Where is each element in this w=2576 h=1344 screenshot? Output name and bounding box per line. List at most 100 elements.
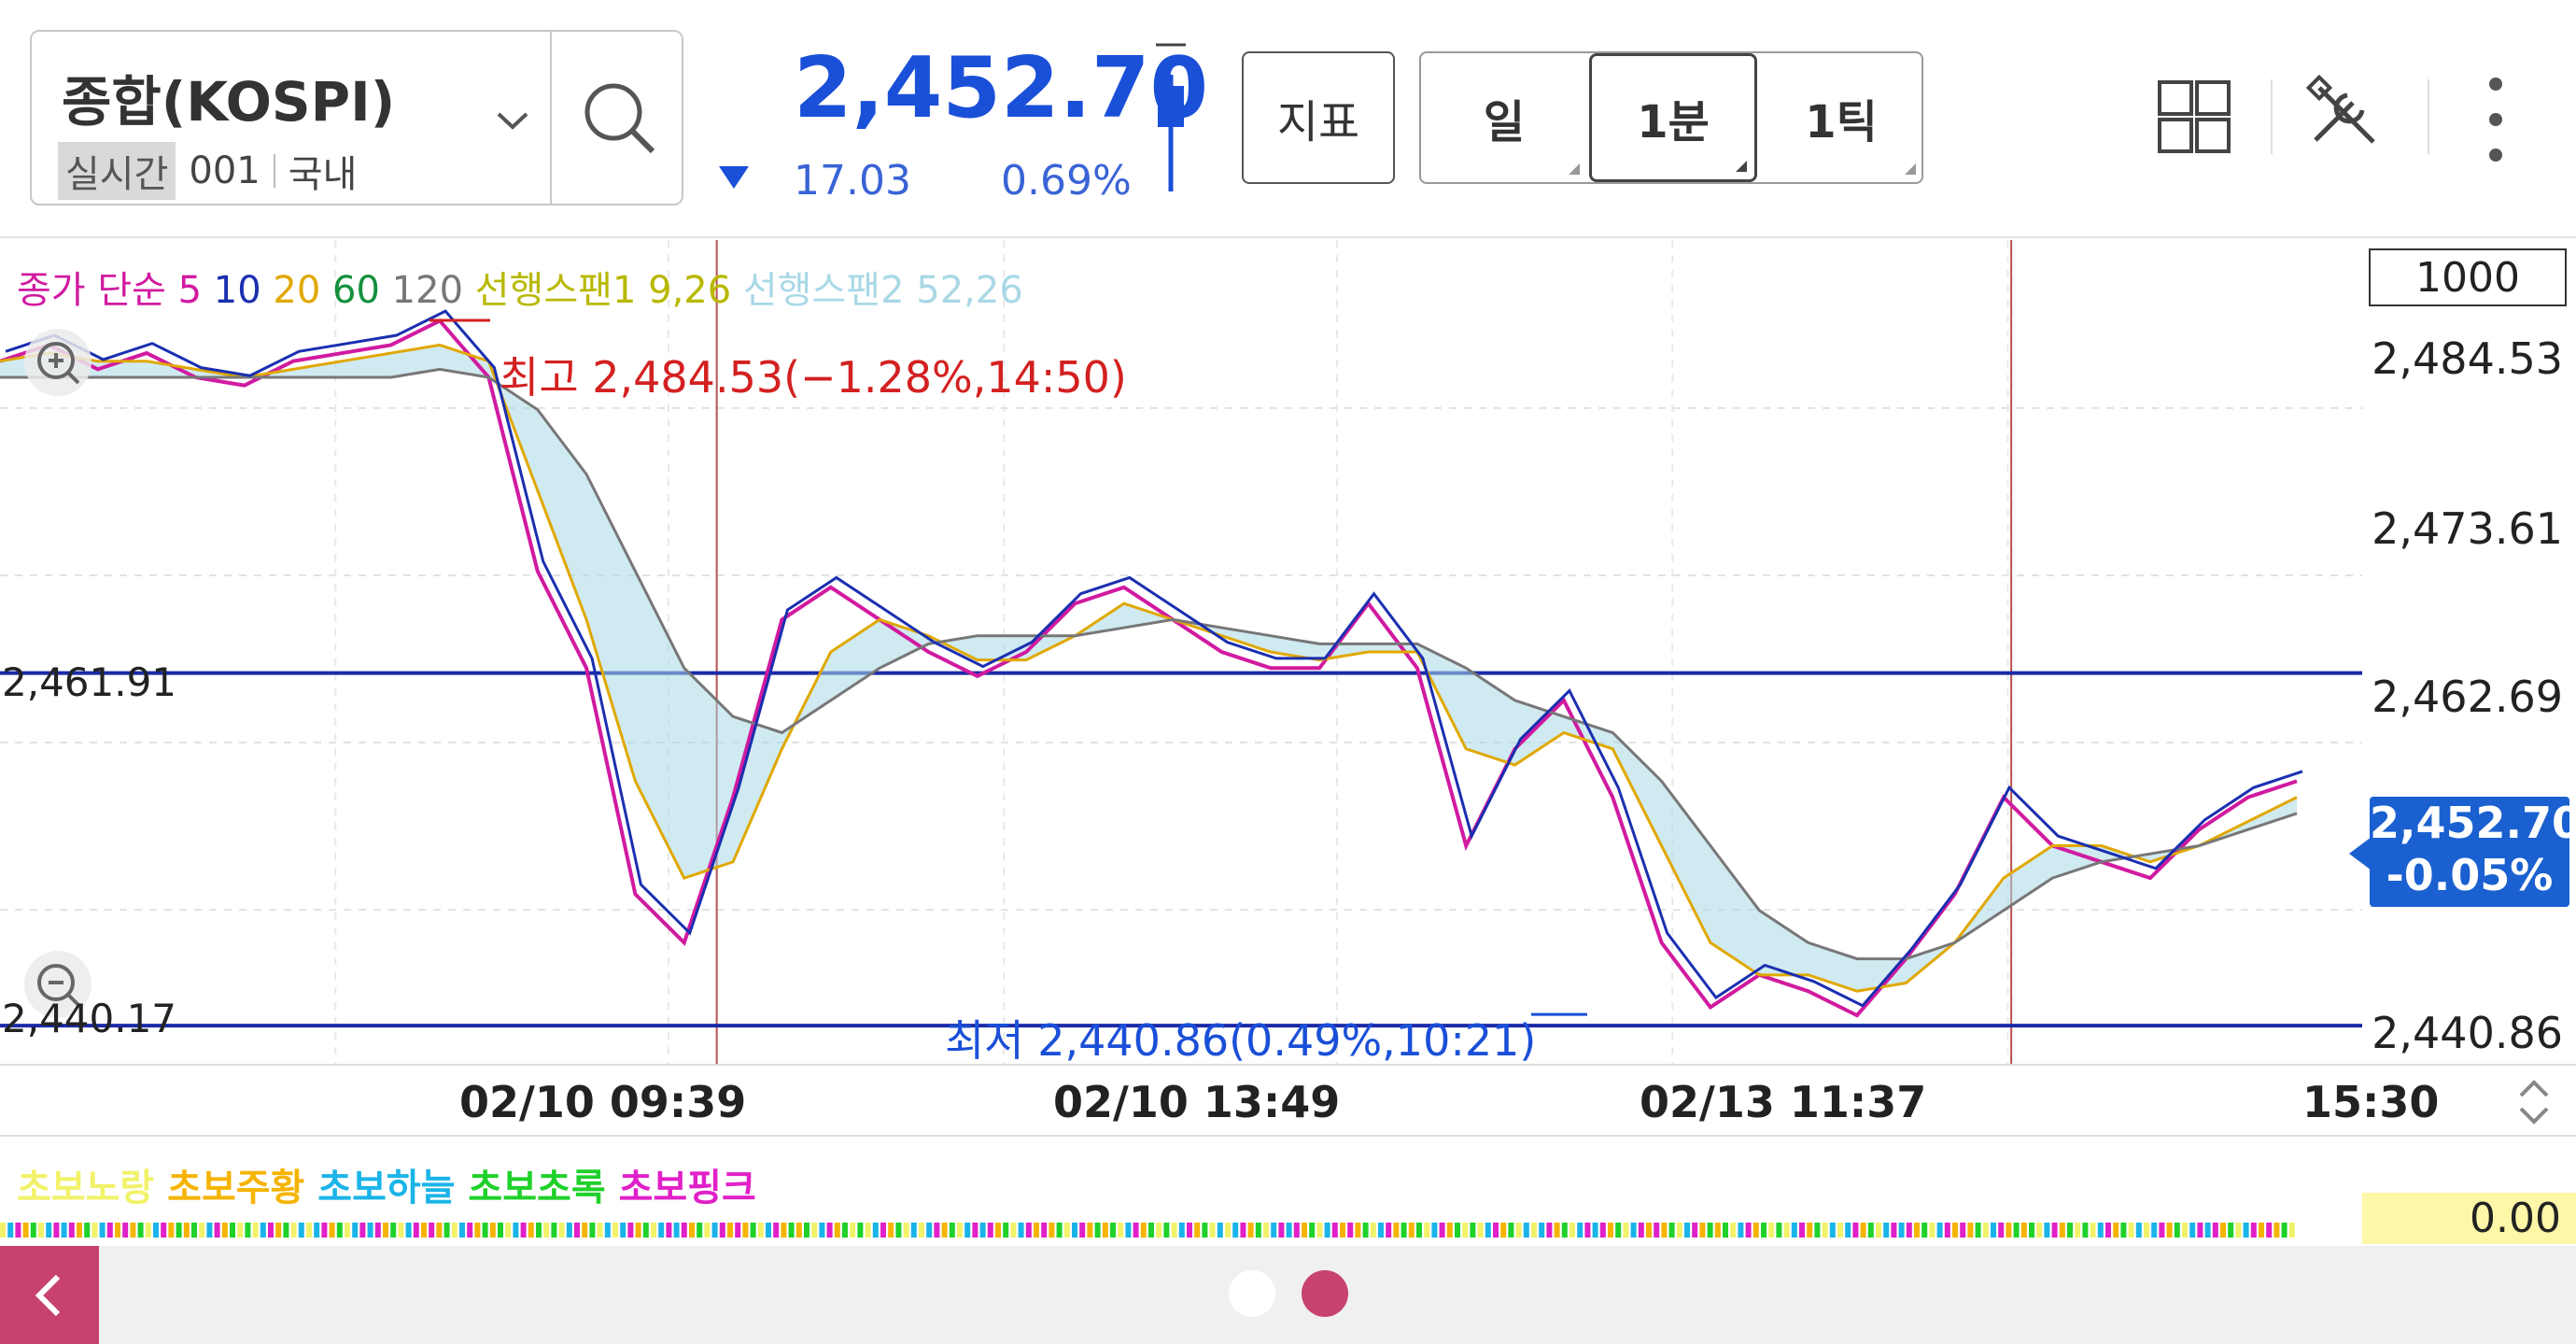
sub-indicator-bar [1240, 1223, 1246, 1238]
sub-indicator-bar [1439, 1223, 1445, 1238]
sub-indicator-bar [68, 1223, 75, 1238]
sub-indicator-bar [727, 1223, 733, 1238]
price-chart[interactable] [0, 240, 2362, 1064]
sub-indicator-bar [1615, 1223, 1622, 1238]
sub-indicator-bar [2259, 1223, 2264, 1238]
sub-indicator-bar [1515, 1223, 1522, 1238]
sub-indicator-bar [1331, 1223, 1338, 1238]
sub-indicator-bar [1852, 1223, 1859, 1238]
scale-value-box[interactable]: 1000 [2369, 248, 2567, 306]
sub-indicator-bar [130, 1223, 136, 1238]
divider [2271, 79, 2273, 154]
sub-indicator-bar [1194, 1223, 1201, 1238]
sub-indicator-bar [1362, 1223, 1369, 1238]
footer-bar [0, 1246, 2576, 1344]
layout-grid-icon[interactable] [2157, 79, 2231, 154]
sub-indicator-bar [53, 1223, 60, 1238]
sub-indicator-panel[interactable]: 초보노랑 초보주황 초보하늘 초보초록 초보핑크 0.00 [0, 1137, 2576, 1246]
sub-indicator-bar [1554, 1223, 1560, 1238]
sub-indicator-bar [1163, 1223, 1170, 1238]
sub-indicator-bar [1654, 1223, 1660, 1238]
sub-indicator-bar [735, 1223, 741, 1238]
time-axis[interactable]: 02/10 09:39 02/10 13:49 02/13 11:37 15:3… [0, 1064, 2576, 1137]
search-button[interactable] [550, 32, 683, 204]
sub-indicator-bar [91, 1223, 98, 1238]
sub-indicator-bar [880, 1223, 886, 1238]
sub-indicator-bar [230, 1223, 235, 1238]
sub-indicator-bar [2250, 1223, 2257, 1238]
sub-indicator-bar [1982, 1223, 1989, 1238]
sub-indicator-bar [451, 1223, 457, 1238]
sub-indicator-bar [237, 1223, 244, 1238]
sub-indicator-legend: 초보노랑 초보주황 초보하늘 초보초록 초보핑크 [17, 1157, 756, 1211]
tools-icon[interactable] [2306, 75, 2383, 151]
sub-indicator-bar [283, 1223, 289, 1238]
sub-indicator-bar [260, 1223, 266, 1238]
sub-indicator-bar [1424, 1223, 1430, 1238]
sub-indicator-bar [1286, 1223, 1292, 1238]
sub-indicator-bar [359, 1223, 366, 1238]
period-selector: 일 1분 1틱 [1419, 51, 1923, 184]
x-tick-label: 02/13 11:37 [1640, 1077, 1927, 1127]
price-axis[interactable]: 2,484.53 2,473.61 2,462.69 2,440.86 [2362, 240, 2576, 1064]
chart-legend: 종가 단순 5 10 20 60 120 선행스팬1 9,26 선행스팬2 52… [17, 260, 1023, 314]
sub-indicator-bar [199, 1223, 205, 1238]
sub-indicator-bar [1791, 1223, 1797, 1238]
sub-indicator-bar [2090, 1223, 2096, 1238]
sub-indicator-bar [46, 1223, 52, 1238]
sub-indicator-bar [1707, 1223, 1713, 1238]
zoom-out-button[interactable] [24, 951, 91, 1018]
more-vertical-icon[interactable] [2482, 73, 2510, 166]
period-1min-button[interactable]: 1분 [1589, 53, 1757, 182]
sub-indicator-bar [1094, 1223, 1101, 1238]
y-tick-label: 2,484.53 [2372, 333, 2563, 384]
sub-indicator-bar [2051, 1223, 2058, 1238]
sub-indicator-bar [589, 1223, 596, 1238]
chevron-down-icon[interactable] [489, 97, 536, 144]
sub-indicator-bar [1906, 1223, 1912, 1238]
sub-indicator-bar [1302, 1223, 1307, 1238]
sub-indicator-bars [0, 1223, 2295, 1238]
sub-indicator-bar [2220, 1223, 2226, 1238]
sub-indicator-bar [421, 1223, 427, 1238]
sub-indicator-bar [38, 1223, 44, 1238]
sub-indicator-bar [1730, 1223, 1737, 1238]
sub-indicator-bar [1018, 1223, 1024, 1238]
page-dot[interactable] [1229, 1270, 1275, 1317]
search-icon [584, 83, 655, 154]
sub-indicator-bar [804, 1223, 809, 1238]
symbol-selector[interactable]: 종합(KOSPI) 실시간 001 국내 [30, 30, 683, 205]
sub-indicator-bar [2105, 1223, 2111, 1238]
sub-indicator-bar [1975, 1223, 1981, 1238]
legend-ma-10: 10 [202, 269, 261, 312]
sub-indicator-bar [137, 1223, 144, 1238]
divider [2428, 79, 2429, 154]
sub-indicator-bar [1493, 1223, 1499, 1238]
sub-indicator-bar [482, 1223, 488, 1238]
sub-indicator-bar [704, 1223, 711, 1238]
sub-indicator-bar [1178, 1223, 1185, 1238]
page-dot-active[interactable] [1302, 1270, 1348, 1317]
back-button[interactable] [0, 1246, 99, 1344]
sub-indicator-bar [1010, 1223, 1017, 1238]
period-1tick-button[interactable]: 1틱 [1759, 53, 1923, 182]
sub-indicator-bar [1079, 1223, 1086, 1238]
x-tick-label: 02/10 13:49 [1053, 1077, 1341, 1127]
sub-indicator-bar [642, 1223, 649, 1238]
sub-legend-item: 초보주황 [167, 1167, 318, 1210]
sub-indicator-bar [919, 1223, 924, 1238]
sub-indicator-bar [221, 1223, 228, 1238]
sub-indicator-bar [1753, 1223, 1759, 1238]
sub-indicator-bar [84, 1223, 91, 1238]
zoom-in-button[interactable] [24, 329, 91, 396]
sub-indicator-bar [834, 1223, 840, 1238]
sub-indicator-bar [1025, 1223, 1032, 1238]
sub-indicator-bar [1309, 1223, 1316, 1238]
axis-scroll-icon[interactable] [2512, 1071, 2556, 1133]
indicator-button[interactable]: 지표 [1242, 51, 1395, 184]
period-day-button[interactable]: 일 [1421, 53, 1587, 182]
sub-indicator-bar [1891, 1223, 1897, 1238]
sub-indicator-bar [115, 1223, 120, 1238]
sub-indicator-bar [635, 1223, 641, 1238]
sub-indicator-bar [2243, 1223, 2249, 1238]
